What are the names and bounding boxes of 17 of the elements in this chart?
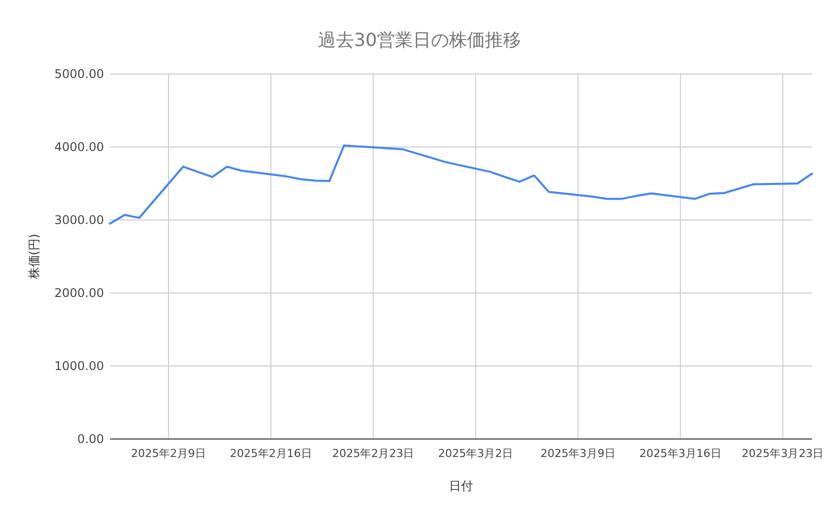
- y-tick-label: 1000.00: [54, 359, 104, 373]
- x-tick-label: 2025年2月16日: [230, 447, 312, 460]
- x-tick-label: 2025年2月9日: [131, 447, 206, 460]
- x-axis-title: 日付: [449, 479, 473, 493]
- y-tick-label: 4000.00: [54, 140, 104, 154]
- x-tick-label: 2025年3月23日: [742, 447, 824, 460]
- x-tick-label: 2025年3月16日: [639, 447, 722, 460]
- y-axis-title: 株価(円): [27, 234, 41, 280]
- x-tick-label: 2025年2月23日: [332, 447, 414, 460]
- x-tick-label: 2025年3月2日: [438, 447, 514, 460]
- line-series: [109, 144, 813, 225]
- y-tick-label: 2000.00: [54, 286, 104, 300]
- x-tick-label: 2025年3月9日: [540, 447, 616, 460]
- chart-title: 過去30営業日の株価推移: [318, 30, 521, 51]
- y-tick-label: 3000.00: [54, 213, 104, 227]
- y-tick-label: 5000.00: [54, 67, 104, 81]
- y-tick-label: 0.00: [77, 432, 104, 446]
